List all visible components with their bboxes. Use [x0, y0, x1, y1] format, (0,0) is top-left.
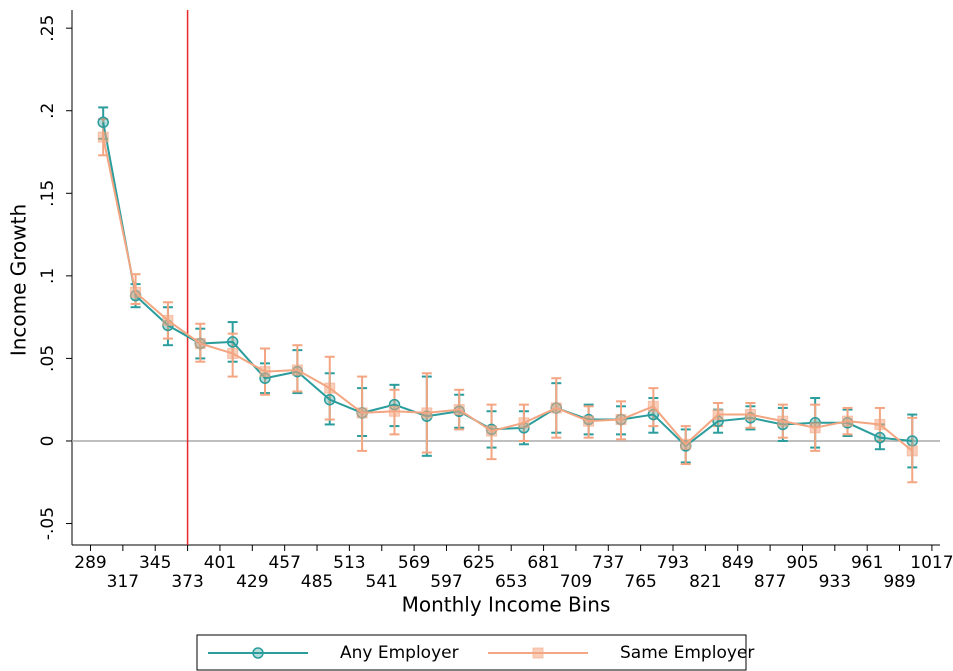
data-point — [356, 407, 368, 419]
x-tick-label: 317 — [107, 572, 139, 592]
data-point — [323, 393, 336, 406]
data-point — [518, 417, 530, 429]
y-tick-label: .2 — [38, 103, 58, 119]
x-tick-label: 793 — [657, 553, 689, 573]
y-tick-label: .25 — [38, 15, 58, 42]
data-point — [874, 418, 886, 430]
x-tick-label: 653 — [495, 572, 527, 592]
x-tick-label: 373 — [171, 572, 203, 592]
data-point — [226, 336, 239, 348]
legend-label: Any Employer — [340, 643, 459, 663]
x-tick-label: 513 — [333, 553, 365, 573]
x-tick-label: 905 — [786, 553, 818, 573]
x-tick-label: 401 — [204, 553, 236, 573]
x-tick-label: 541 — [366, 572, 398, 592]
x-tick-label: 457 — [268, 553, 300, 573]
x-tick-label: 709 — [560, 572, 592, 592]
data-point — [388, 405, 400, 417]
legend-marker — [252, 647, 264, 659]
legend-label: Same Employer — [620, 643, 754, 663]
y-axis-title: Income Growth — [7, 204, 31, 356]
x-tick-label: 765 — [624, 572, 656, 592]
data-point — [291, 364, 303, 376]
x-tick-label: 961 — [851, 553, 883, 573]
data-point — [194, 338, 206, 350]
x-tick-label: 989 — [883, 572, 915, 592]
data-point — [227, 347, 239, 359]
data-point — [647, 400, 659, 412]
y-tick-label: .1 — [38, 268, 58, 284]
y-tick-label: 0 — [38, 436, 58, 447]
data-point — [712, 409, 724, 421]
x-tick-label: 569 — [398, 553, 430, 573]
x-tick-label: 485 — [301, 572, 333, 592]
y-tick-label: .05 — [38, 345, 58, 372]
x-tick-label: 1017 — [910, 553, 953, 573]
data-point — [421, 407, 433, 419]
data-point — [259, 366, 271, 378]
x-tick-label: 625 — [463, 553, 495, 573]
data-point — [453, 404, 465, 416]
data-point — [809, 422, 821, 434]
data-point — [744, 409, 756, 421]
data-point — [906, 435, 919, 447]
x-tick-label: 429 — [236, 572, 268, 592]
data-point — [97, 131, 109, 143]
data-point — [97, 116, 109, 129]
data-point — [842, 415, 854, 427]
legend-marker — [532, 647, 544, 659]
x-axis-title: Monthly Income Bins — [402, 593, 611, 617]
data-point — [486, 425, 498, 437]
x-tick-label: 737 — [592, 553, 624, 573]
data-point — [874, 431, 886, 444]
x-tick-label: 289 — [74, 553, 106, 573]
data-point — [130, 286, 142, 298]
data-point — [777, 415, 789, 427]
data-point — [680, 438, 692, 450]
data-point — [324, 382, 336, 394]
x-tick-label: 821 — [689, 572, 721, 592]
data-point — [583, 415, 595, 427]
x-tick-label: 345 — [139, 553, 171, 573]
data-point — [615, 414, 627, 426]
y-tick-label: -.05 — [38, 507, 58, 540]
x-tick-label: 933 — [819, 572, 851, 592]
x-tick-label: 597 — [430, 572, 462, 592]
data-point — [162, 314, 174, 326]
x-tick-label: 877 — [754, 572, 786, 592]
x-tick-label: 681 — [527, 553, 559, 573]
y-tick-label: .15 — [38, 180, 58, 207]
data-point — [550, 402, 562, 414]
data-point — [906, 445, 918, 457]
x-tick-label: 849 — [722, 553, 754, 573]
